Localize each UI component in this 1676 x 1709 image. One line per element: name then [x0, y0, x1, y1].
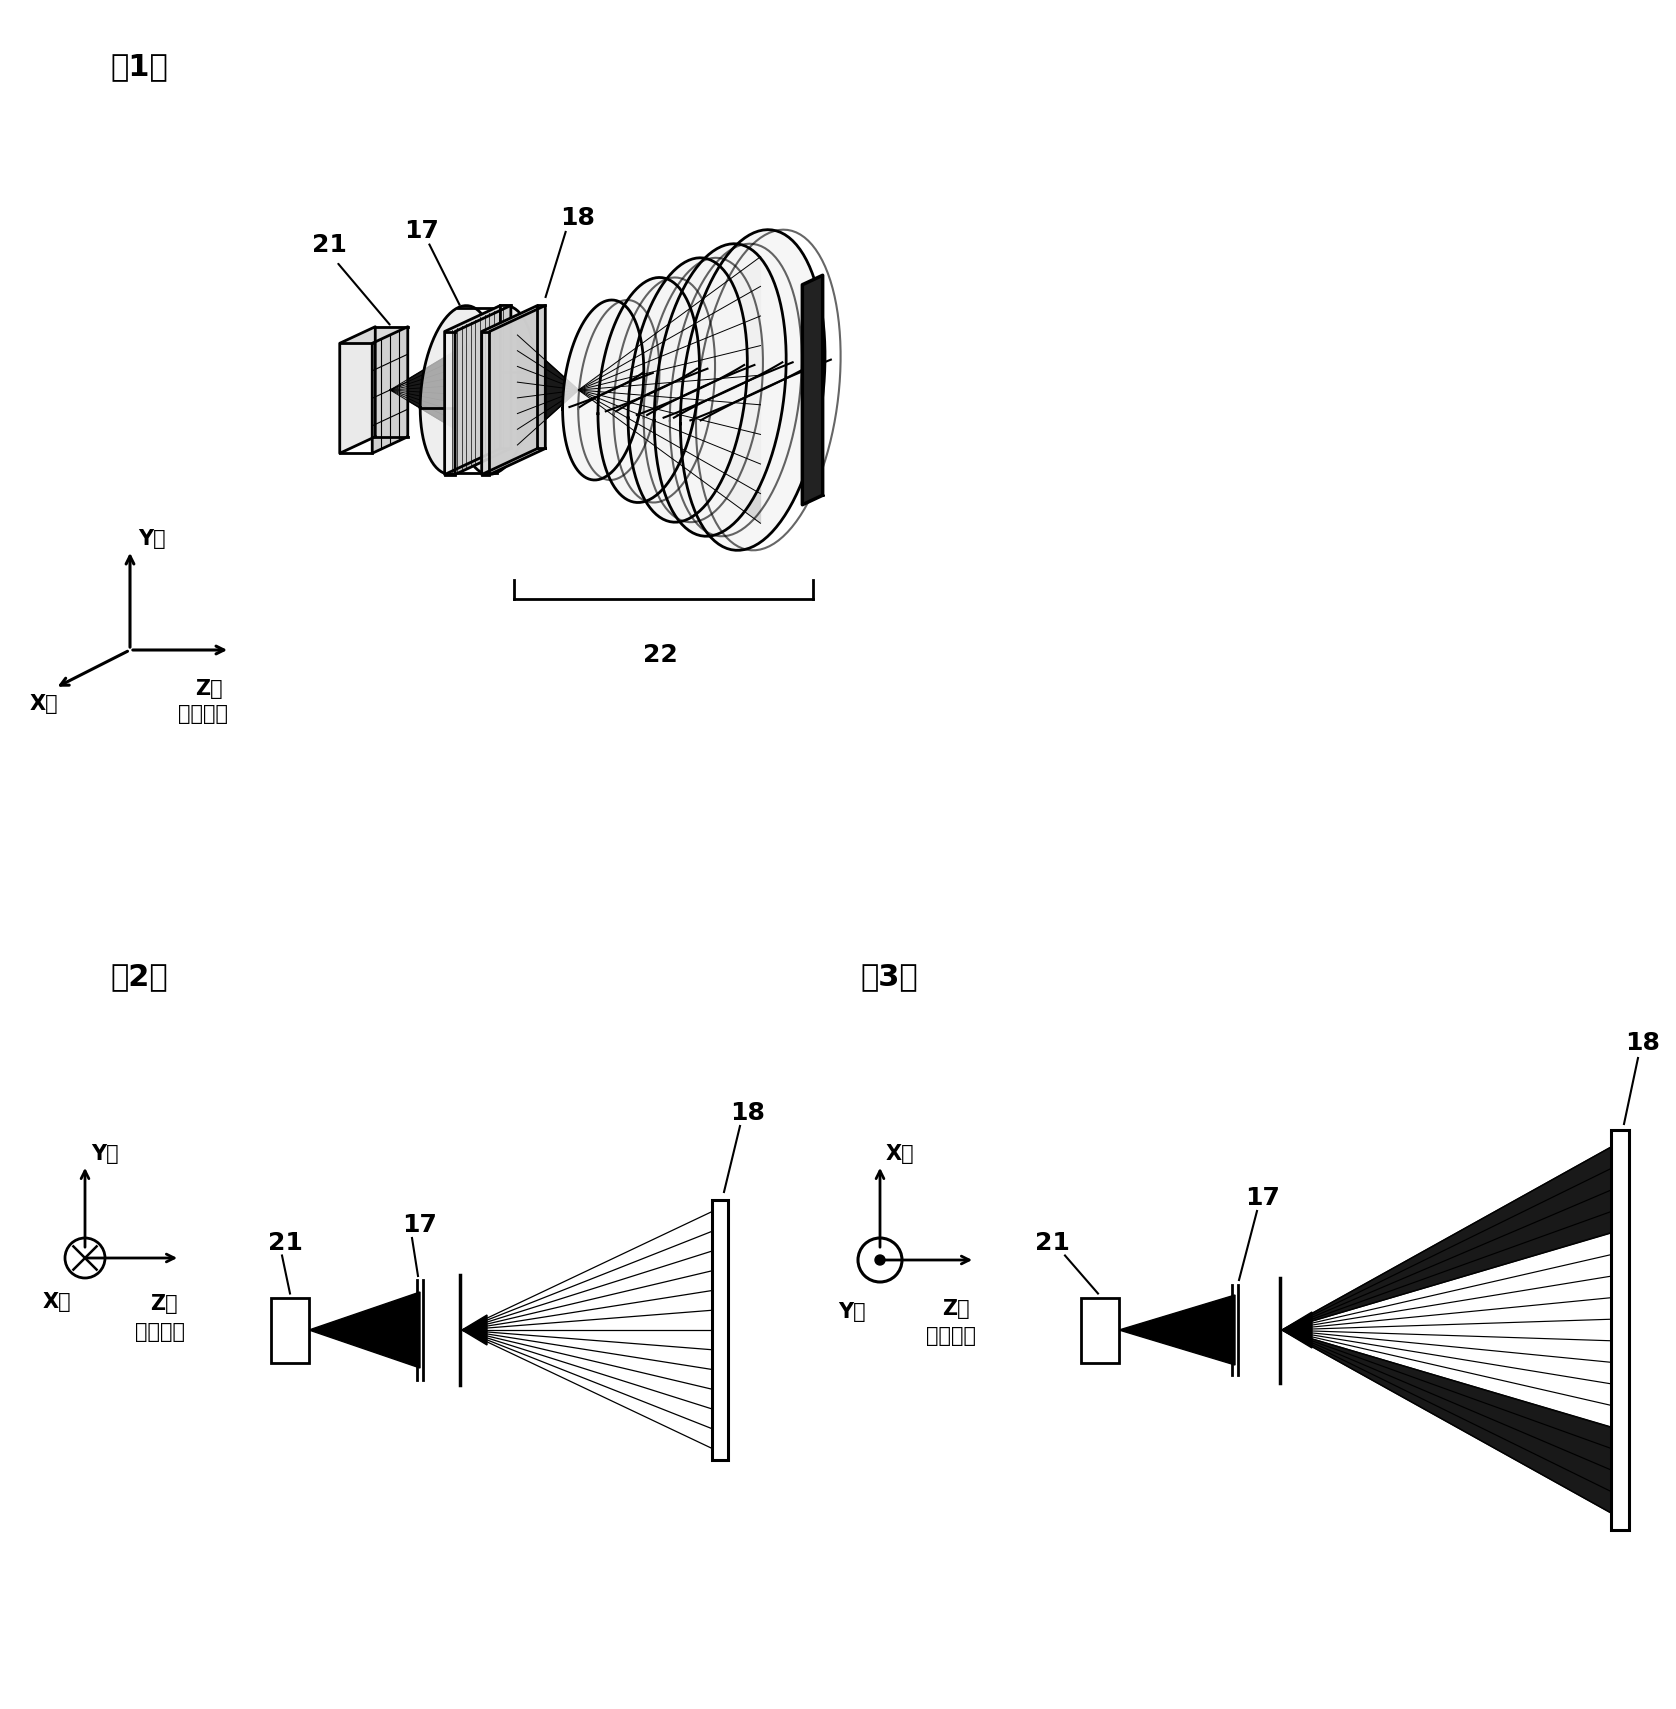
Bar	[272, 1297, 308, 1362]
Polygon shape	[421, 306, 496, 475]
Text: X軸: X軸	[44, 1292, 72, 1313]
Polygon shape	[456, 306, 511, 475]
Text: 17: 17	[402, 1213, 437, 1237]
Polygon shape	[459, 306, 535, 475]
Text: Y軸: Y軸	[838, 1302, 865, 1323]
Text: Z軸: Z軸	[149, 1294, 178, 1314]
Text: 22: 22	[644, 643, 677, 667]
Bar	[1081, 1297, 1120, 1362]
Polygon shape	[340, 326, 375, 453]
Polygon shape	[489, 306, 545, 475]
Text: 17: 17	[404, 219, 439, 243]
Polygon shape	[1282, 1330, 1621, 1518]
Polygon shape	[1282, 1142, 1621, 1330]
Text: （2）: （2）	[111, 962, 168, 991]
Text: 21: 21	[312, 232, 347, 256]
Polygon shape	[481, 306, 545, 332]
Polygon shape	[444, 306, 501, 475]
Text: X軸: X軸	[30, 694, 59, 714]
Polygon shape	[680, 229, 825, 550]
Polygon shape	[628, 258, 747, 523]
Text: 17: 17	[1245, 1186, 1280, 1210]
Text: 21: 21	[1036, 1230, 1069, 1254]
Text: （光軸）: （光軸）	[927, 1326, 975, 1347]
Bar	[712, 1200, 727, 1459]
Polygon shape	[803, 275, 823, 504]
Polygon shape	[1282, 1313, 1312, 1348]
Text: 18: 18	[1626, 1031, 1659, 1054]
Text: （光軸）: （光軸）	[178, 704, 228, 725]
Text: （光軸）: （光軸）	[136, 1323, 184, 1342]
Polygon shape	[578, 256, 761, 523]
Polygon shape	[463, 1314, 488, 1345]
Text: Z軸: Z軸	[194, 678, 223, 699]
Polygon shape	[563, 301, 644, 480]
Text: Y軸: Y軸	[91, 1143, 119, 1164]
Polygon shape	[481, 306, 538, 475]
Polygon shape	[444, 306, 511, 332]
Polygon shape	[308, 1292, 421, 1367]
Polygon shape	[340, 326, 407, 344]
Text: 21: 21	[268, 1230, 303, 1254]
Polygon shape	[598, 277, 699, 502]
Polygon shape	[654, 244, 786, 537]
Text: （3）: （3）	[860, 962, 918, 991]
Polygon shape	[518, 335, 578, 444]
Text: Z軸: Z軸	[942, 1299, 970, 1319]
Text: （1）: （1）	[111, 51, 168, 80]
Text: 18: 18	[560, 207, 595, 231]
Bar	[1611, 1130, 1629, 1530]
Circle shape	[875, 1254, 885, 1265]
Text: X軸: X軸	[887, 1143, 915, 1164]
Text: Y軸: Y軸	[137, 530, 166, 549]
Polygon shape	[1120, 1295, 1235, 1365]
Polygon shape	[391, 344, 468, 438]
Text: 18: 18	[731, 1101, 764, 1125]
Polygon shape	[372, 326, 407, 453]
